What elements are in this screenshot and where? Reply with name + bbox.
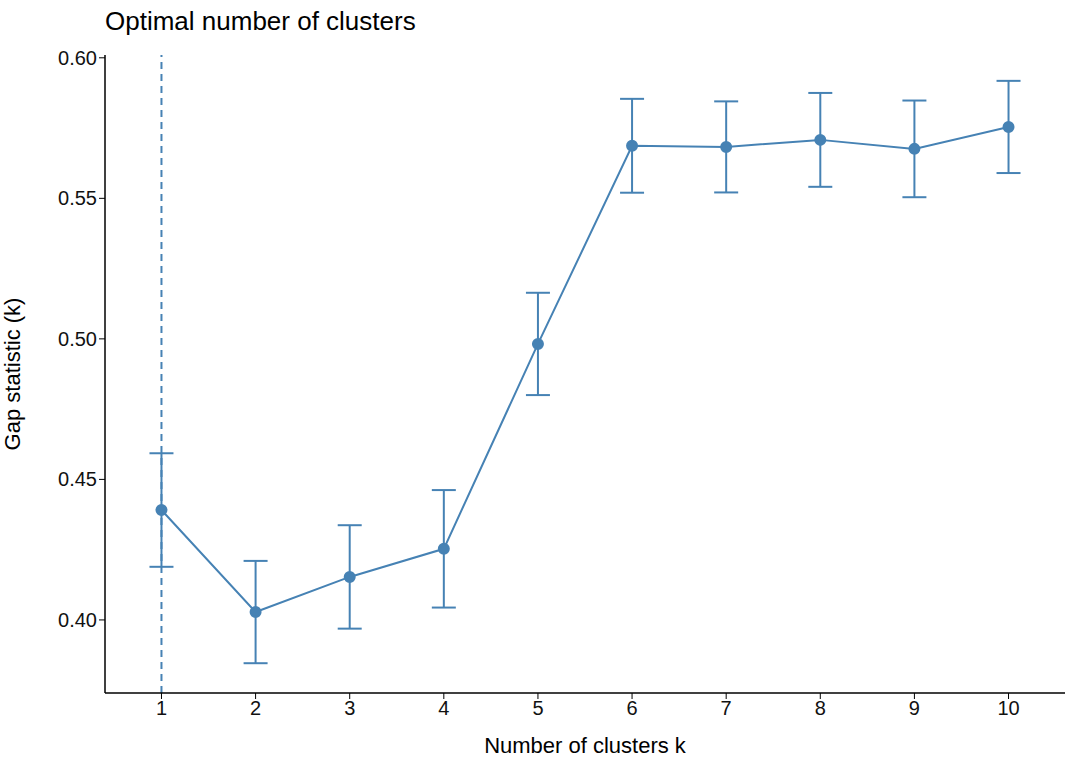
svg-text:8: 8	[815, 697, 826, 719]
svg-text:0.60: 0.60	[58, 47, 97, 69]
svg-text:7: 7	[721, 697, 732, 719]
svg-text:5: 5	[532, 697, 543, 719]
html-text:Optimal number of clusters: Optimal number of clusters	[105, 6, 416, 36]
svg-text:0.45: 0.45	[58, 468, 97, 490]
svg-text:2: 2	[250, 697, 261, 719]
svg-text:Gap statistic (k): Gap statistic (k)	[8, 298, 25, 451]
svg-text:6: 6	[626, 697, 637, 719]
svg-text:3: 3	[344, 697, 355, 719]
svg-text:0.40: 0.40	[58, 609, 97, 631]
svg-text:1: 1	[156, 697, 167, 719]
svg-text:4: 4	[438, 697, 449, 719]
svg-text:Number of clusters k: Number of clusters k	[484, 733, 687, 758]
svg-text:0.50: 0.50	[58, 328, 97, 350]
svg-text:10: 10	[997, 697, 1019, 719]
svg-text:0.55: 0.55	[58, 187, 97, 209]
svg-text:9: 9	[909, 697, 920, 719]
